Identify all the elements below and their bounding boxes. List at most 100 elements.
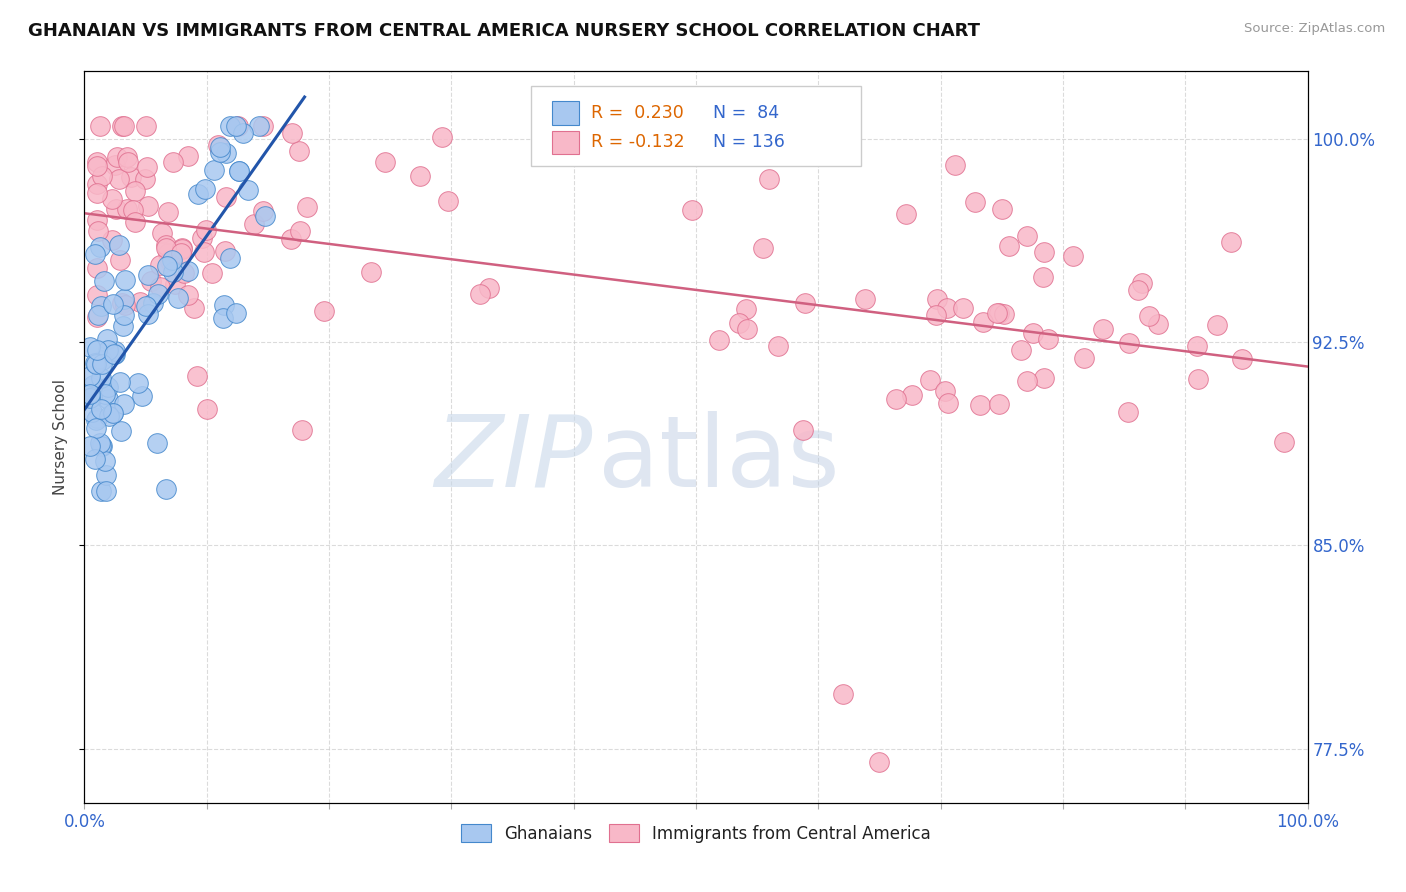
Point — [681, 202, 703, 217]
Point — [134, 172, 156, 186]
Point — [86, 159, 108, 173]
Point — [111, 119, 134, 133]
Point — [97, 380, 120, 394]
Point — [87, 223, 110, 237]
Point — [86, 213, 108, 227]
Point — [766, 339, 789, 353]
Point — [991, 202, 1014, 217]
Point — [225, 306, 247, 320]
Point — [83, 356, 105, 370]
Point — [155, 482, 177, 496]
Point — [997, 238, 1019, 252]
Point — [101, 406, 124, 420]
Point — [103, 297, 125, 311]
Point — [167, 292, 190, 306]
Point — [943, 158, 966, 172]
Point — [101, 233, 124, 247]
Point — [477, 281, 499, 295]
Point — [90, 371, 112, 385]
Legend: Ghanaians, Immigrants from Central America: Ghanaians, Immigrants from Central Ameri… — [454, 818, 938, 849]
Point — [409, 169, 432, 183]
Point — [89, 240, 111, 254]
Point — [253, 210, 276, 224]
Point — [209, 145, 232, 159]
Point — [758, 171, 780, 186]
Point — [105, 202, 128, 216]
Point — [90, 439, 112, 453]
Point — [831, 688, 853, 702]
Point — [1272, 435, 1295, 450]
Point — [215, 190, 238, 204]
Point — [1015, 374, 1038, 388]
Point — [110, 425, 132, 439]
Point — [242, 217, 264, 231]
Bar — [551, 130, 578, 154]
Point — [90, 484, 112, 499]
Point — [186, 368, 208, 383]
Point — [115, 150, 138, 164]
Point — [869, 755, 891, 769]
Point — [86, 178, 108, 192]
Point — [89, 119, 111, 133]
Point — [86, 186, 108, 201]
Point — [86, 343, 108, 357]
Point — [201, 266, 224, 280]
Point — [194, 182, 217, 196]
Point — [150, 226, 173, 240]
Point — [108, 172, 131, 186]
Point — [82, 378, 104, 392]
Point — [1033, 244, 1056, 259]
Point — [156, 260, 179, 274]
Point — [936, 396, 959, 410]
Point — [135, 119, 157, 133]
Point — [1147, 317, 1170, 331]
Point — [112, 308, 135, 322]
Point — [794, 296, 817, 310]
Point — [1128, 283, 1150, 297]
Point — [935, 301, 957, 315]
Point — [295, 200, 318, 214]
Point — [93, 454, 115, 468]
Point — [195, 223, 218, 237]
Point — [84, 421, 107, 435]
Point — [112, 397, 135, 411]
Text: Source: ZipAtlas.com: Source: ZipAtlas.com — [1244, 22, 1385, 36]
Point — [1032, 270, 1054, 285]
Point — [728, 316, 751, 330]
Point — [86, 154, 108, 169]
Point — [247, 119, 270, 133]
Point — [135, 299, 157, 313]
Point — [952, 301, 974, 316]
Point — [91, 169, 114, 183]
Point — [155, 238, 177, 252]
Point — [177, 264, 200, 278]
Point — [853, 292, 876, 306]
Point — [187, 187, 209, 202]
Point — [94, 467, 117, 482]
Point — [139, 274, 162, 288]
Point — [91, 357, 114, 371]
Point — [117, 202, 139, 217]
Point — [183, 301, 205, 315]
Point — [1010, 343, 1032, 358]
Point — [129, 295, 152, 310]
Point — [1137, 309, 1160, 323]
Point — [219, 251, 242, 265]
Point — [468, 287, 491, 301]
Point — [97, 409, 120, 423]
Point — [122, 202, 145, 217]
Point — [925, 292, 948, 306]
Point — [157, 204, 180, 219]
Point — [228, 164, 250, 178]
Point — [969, 398, 991, 412]
Point — [90, 401, 112, 416]
Point — [86, 261, 108, 276]
Point — [79, 380, 101, 394]
Point — [1219, 235, 1241, 250]
Point — [214, 244, 236, 258]
Point — [149, 280, 172, 294]
Point — [136, 160, 159, 174]
Point — [79, 439, 101, 453]
Point — [114, 298, 136, 312]
Point — [84, 452, 107, 467]
